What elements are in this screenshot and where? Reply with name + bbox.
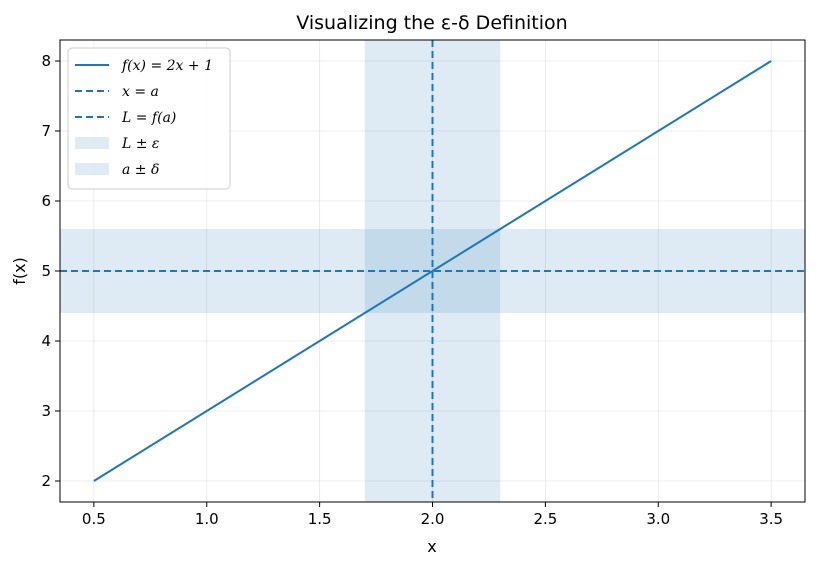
legend-box xyxy=(67,47,231,190)
legend-label-3: L ± ε xyxy=(121,136,159,152)
x-tick-label-2: 1.5 xyxy=(308,510,332,528)
plot-area: 0.5 1.0 1.5 2.0 2.5 3.0 3.5 2 3 4 5 6 7 8 xyxy=(41,39,806,528)
series-layer xyxy=(60,40,805,502)
chart-title: Visualizing the ε-δ Definition xyxy=(296,12,567,34)
y-axis-label: f(x) xyxy=(10,257,29,285)
legend-label-0: f(x) = 2x + 1 xyxy=(121,58,213,74)
x-axis-label: x xyxy=(427,537,436,556)
y-tick-label-3: 5 xyxy=(41,262,51,280)
legend-key-4 xyxy=(75,163,109,175)
y-tick-label-0: 2 xyxy=(41,472,51,490)
legend-label-4: a ± δ xyxy=(122,162,159,178)
legend: f(x) = 2x + 1 x = a L = f(a) L ± ε a ± δ xyxy=(67,47,231,190)
y-tick-label-5: 7 xyxy=(41,122,51,140)
x-tick-label-5: 3.0 xyxy=(646,510,670,528)
x-tick-label-0: 0.5 xyxy=(82,510,106,528)
x-tick-label-4: 2.5 xyxy=(533,510,557,528)
y-tick-label-6: 8 xyxy=(41,52,51,70)
x-tick-label-1: 1.0 xyxy=(195,510,219,528)
y-tick-label-1: 3 xyxy=(41,402,51,420)
legend-key-3 xyxy=(75,137,109,149)
x-tick-label-3: 2.0 xyxy=(421,510,445,528)
y-tick-label-2: 4 xyxy=(41,332,51,350)
x-tick-label-6: 3.5 xyxy=(759,510,783,528)
legend-label-1: x = a xyxy=(122,84,159,100)
y-tick-label-4: 6 xyxy=(41,192,51,210)
legend-label-2: L = f(a) xyxy=(121,110,176,126)
